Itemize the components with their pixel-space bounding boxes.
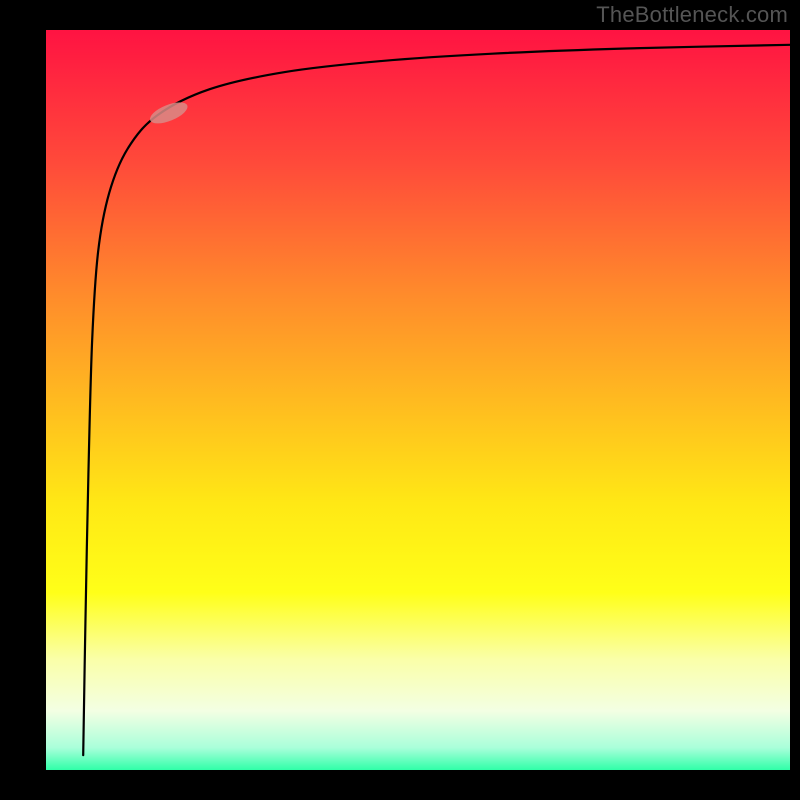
chart-stage: TheBottleneck.com <box>0 0 800 800</box>
plot-background <box>46 30 790 770</box>
bottleneck-curve-chart <box>0 0 800 800</box>
watermark-label: TheBottleneck.com <box>596 2 788 28</box>
